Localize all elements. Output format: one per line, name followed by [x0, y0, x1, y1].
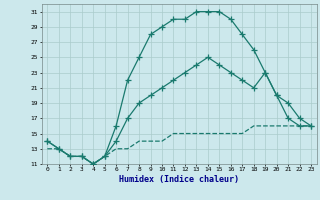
- X-axis label: Humidex (Indice chaleur): Humidex (Indice chaleur): [119, 175, 239, 184]
